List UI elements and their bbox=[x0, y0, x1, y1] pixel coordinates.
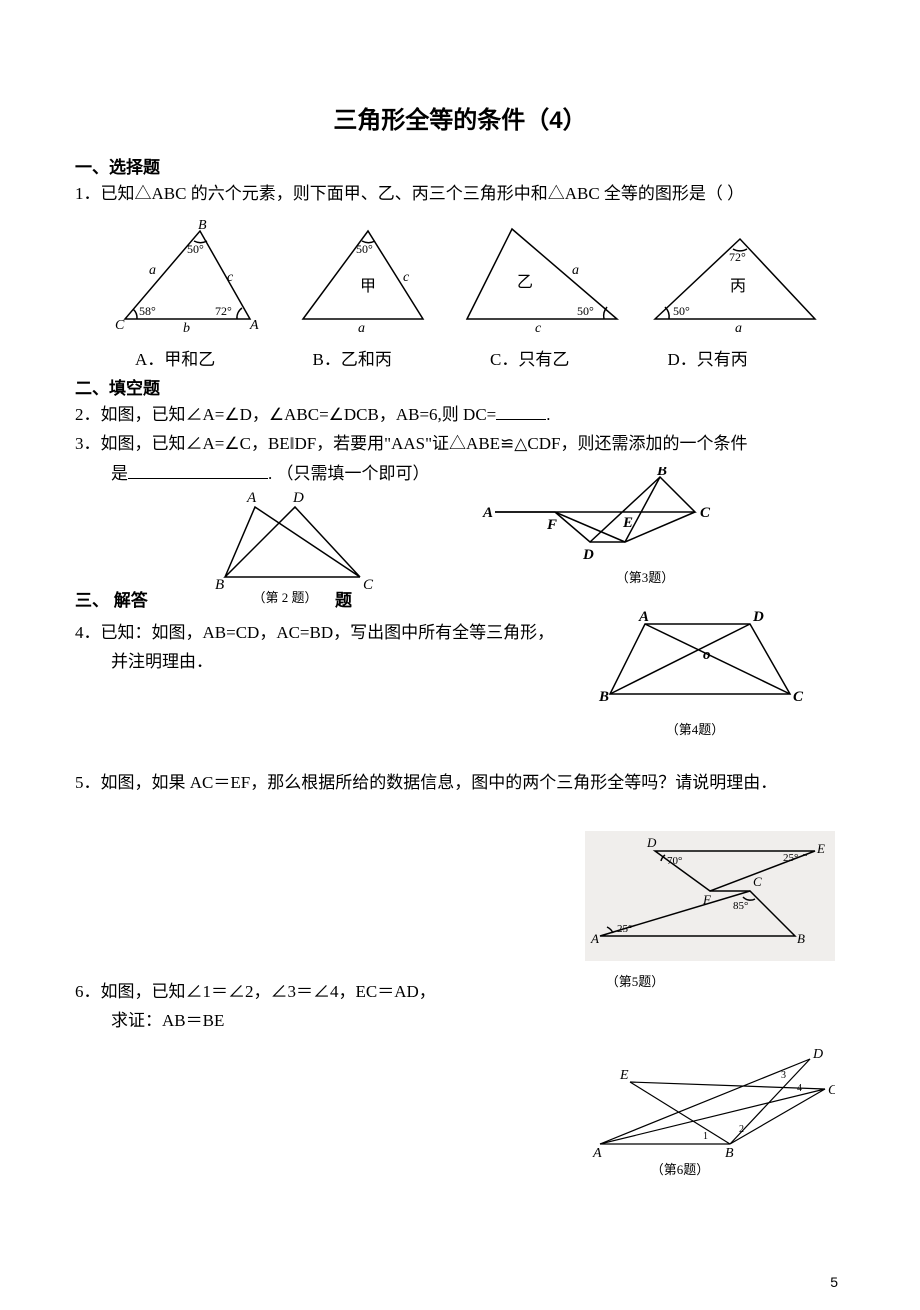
svg-text:72°: 72° bbox=[215, 304, 232, 318]
svg-text:C: C bbox=[753, 874, 762, 889]
svg-text:85°: 85° bbox=[733, 900, 748, 912]
row-q2q3-figs: A D B C （第 2 题） 三、 解答 题 A B C D E bbox=[75, 487, 845, 617]
svg-text:A: A bbox=[638, 609, 649, 625]
svg-text:D: D bbox=[582, 547, 594, 563]
q1-opt-c: C．只有乙 bbox=[490, 345, 668, 370]
svg-text:D: D bbox=[292, 490, 304, 506]
q5-figure: D E F C A B 70° 25° 85° 25° bbox=[585, 831, 835, 961]
q4-caption: （第4题） bbox=[635, 719, 755, 738]
svg-text:a: a bbox=[572, 263, 579, 278]
svg-text:E: E bbox=[619, 1068, 629, 1083]
svg-text:B: B bbox=[797, 931, 805, 946]
svg-text:1: 1 bbox=[703, 1131, 708, 1142]
q3-caption: （第3题） bbox=[595, 567, 695, 586]
svg-text:D: D bbox=[646, 835, 657, 850]
q2-text: 2．如图，已知∠A=∠D，∠ABC=∠DCB，AB=6,则 DC=. bbox=[75, 401, 845, 428]
svg-text:70°: 70° bbox=[667, 855, 682, 867]
q5-caption: （第5题） bbox=[585, 971, 685, 990]
q1-opt-a: A．甲和乙 bbox=[135, 345, 313, 370]
q2-blank bbox=[496, 402, 546, 420]
svg-text:A: A bbox=[482, 505, 493, 521]
svg-text:F: F bbox=[546, 517, 557, 533]
svg-text:25°: 25° bbox=[783, 852, 798, 864]
q1-opt-b: B．乙和丙 bbox=[313, 345, 491, 370]
svg-text:D: D bbox=[812, 1047, 823, 1062]
svg-text:a: a bbox=[149, 263, 156, 278]
svg-text:c: c bbox=[403, 270, 410, 285]
svg-text:C: C bbox=[793, 689, 804, 705]
svg-text:B: B bbox=[598, 689, 609, 705]
svg-text:50°: 50° bbox=[187, 242, 204, 256]
svg-text:4: 4 bbox=[797, 1083, 802, 1094]
q1-figures: B C A a c b 50° 58° 72° c a bbox=[105, 219, 825, 339]
svg-text:c: c bbox=[227, 270, 234, 285]
q3-blank bbox=[128, 461, 268, 479]
svg-text:A: A bbox=[590, 931, 599, 946]
svg-text:乙: 乙 bbox=[517, 274, 533, 291]
svg-text:a: a bbox=[358, 321, 365, 336]
q2-text-a: 2．如图，已知∠A=∠D，∠ABC=∠DCB，AB=6,则 DC= bbox=[75, 405, 496, 424]
q6-row: A B C D E 1 2 3 4 （第6题） bbox=[75, 1034, 845, 1194]
svg-text:3: 3 bbox=[781, 1070, 786, 1081]
svg-text:B: B bbox=[656, 467, 667, 479]
svg-text:甲: 甲 bbox=[360, 278, 376, 295]
q6-figure: A B C D E 1 2 3 4 bbox=[585, 1044, 835, 1164]
page-title: 三角形全等的条件（4） bbox=[75, 100, 845, 135]
q3-figure: A B C D E F bbox=[475, 467, 735, 582]
q1-options: A．甲和乙 B．乙和丙 C．只有乙 D．只有丙 bbox=[75, 345, 845, 370]
q1-text: 1．已知△ABC 的六个元素，则下面甲、乙、丙三个三角形中和△ABC 全等的图形… bbox=[75, 180, 845, 207]
section-3-head-a: 三、 解答 bbox=[75, 586, 148, 611]
svg-text:E: E bbox=[622, 515, 633, 531]
svg-text:丙: 丙 bbox=[730, 278, 746, 295]
svg-text:A: A bbox=[249, 318, 259, 333]
q6-caption: （第6题） bbox=[630, 1159, 730, 1178]
q2-text-b: . bbox=[546, 405, 550, 424]
svg-text:A: A bbox=[592, 1146, 602, 1161]
svg-text:B: B bbox=[198, 219, 207, 233]
svg-text:A: A bbox=[246, 490, 257, 506]
q2-figure: A D B C bbox=[185, 487, 385, 597]
q1-tri-yi: a c 50° 乙 bbox=[457, 219, 627, 339]
q1-tri-jia: c a 50° 甲 bbox=[288, 219, 438, 339]
svg-text:c: c bbox=[535, 321, 542, 336]
svg-text:50°: 50° bbox=[356, 242, 373, 256]
section-2-head: 二、填空题 bbox=[75, 374, 845, 399]
svg-text:o: o bbox=[703, 647, 711, 663]
q6-line1: 6．如图，已知∠1＝∠2，∠3＝∠4，EC＝AD， bbox=[75, 978, 845, 1005]
svg-text:50°: 50° bbox=[673, 304, 690, 318]
q5-row: D E F C A B 70° 25° 85° 25° （第5题） bbox=[75, 796, 845, 976]
q1-opt-d: D．只有丙 bbox=[668, 345, 846, 370]
svg-text:b: b bbox=[183, 321, 190, 336]
q1-tri-abc: B C A a c b 50° 58° 72° bbox=[105, 219, 270, 339]
page-number: 5 bbox=[830, 1274, 838, 1290]
svg-text:C: C bbox=[115, 318, 125, 333]
section-1-head: 一、选择题 bbox=[75, 153, 845, 178]
section-3-head-b: 题 bbox=[335, 586, 352, 611]
q3-text-c: . （只需填一个即可） bbox=[268, 464, 430, 483]
page: 三角形全等的条件（4） 一、选择题 1．已知△ABC 的六个元素，则下面甲、乙、… bbox=[0, 0, 920, 1310]
svg-text:C: C bbox=[700, 505, 711, 521]
q4-row: 4．已知：如图，AB=CD，AC=BD，写出图中所有全等三角形， 并注明理由． … bbox=[75, 619, 845, 749]
q4-figure: A D B C o bbox=[595, 609, 815, 719]
svg-text:50°: 50° bbox=[577, 304, 594, 318]
svg-text:E: E bbox=[816, 841, 825, 856]
svg-text:D: D bbox=[752, 609, 764, 625]
q6-line2: 求证：AB＝BE bbox=[75, 1007, 845, 1034]
svg-text:a: a bbox=[735, 321, 742, 336]
svg-text:F: F bbox=[702, 892, 712, 907]
svg-text:C: C bbox=[363, 577, 374, 593]
q1-tri-bing: a 72° 50° 丙 bbox=[645, 219, 825, 339]
svg-text:C: C bbox=[828, 1083, 835, 1098]
q5-text: 5．如图，如果 AC＝EF，那么根据所给的数据信息，图中的两个三角形全等吗？请说… bbox=[75, 769, 845, 796]
q3-line1: 3．如图，已知∠A=∠C，BE‖DF，若要用"AAS"证△ABE≌△CDF，则还… bbox=[75, 430, 845, 457]
q3-text-b: 是 bbox=[111, 464, 128, 483]
svg-text:72°: 72° bbox=[729, 250, 746, 264]
svg-text:2: 2 bbox=[739, 1124, 744, 1135]
svg-text:58°: 58° bbox=[139, 304, 156, 318]
svg-text:25°: 25° bbox=[617, 923, 632, 935]
